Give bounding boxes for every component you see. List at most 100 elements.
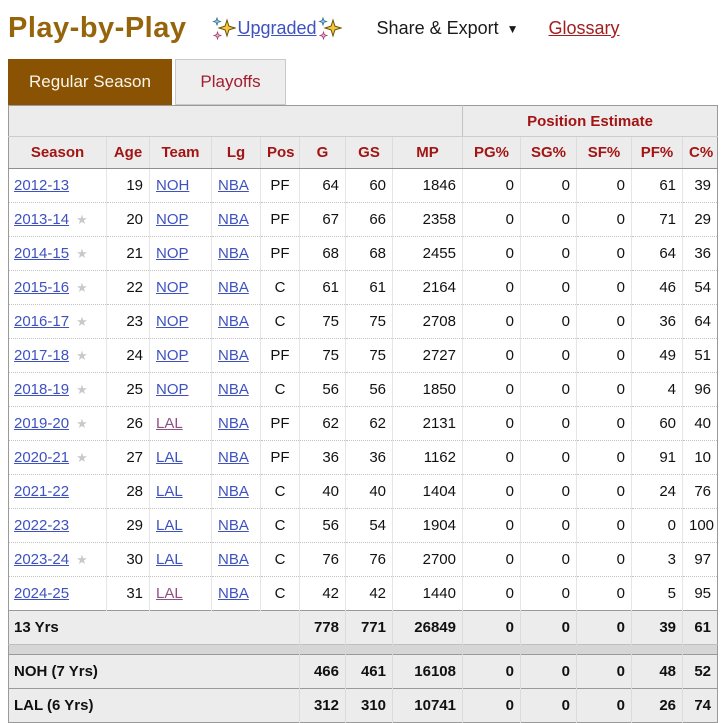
- team-total-sg-pct: 0: [520, 688, 577, 723]
- c-pct-cell: 10: [682, 440, 718, 475]
- col-header-season[interactable]: Season: [8, 136, 107, 169]
- col-header-pf-pct[interactable]: PF%: [631, 136, 683, 169]
- league-link[interactable]: NBA: [218, 211, 249, 228]
- season-cell: 2024-25: [8, 576, 107, 611]
- age-cell: 26: [106, 406, 150, 441]
- col-header-pg-pct[interactable]: PG%: [462, 136, 521, 169]
- season-link[interactable]: 2013-14: [14, 211, 70, 228]
- team-link[interactable]: LAL: [156, 551, 183, 568]
- col-header-gs[interactable]: GS: [345, 136, 393, 169]
- career-label: 13 Yrs: [8, 610, 300, 645]
- games-started-cell: 60: [345, 168, 393, 203]
- sg-pct-cell: 0: [520, 304, 577, 339]
- career-sf-pct: 0: [576, 610, 632, 645]
- season-link[interactable]: 2019-20: [14, 415, 70, 432]
- games-started-cell: 40: [345, 474, 393, 509]
- pos-cell: C: [260, 542, 300, 577]
- pf-pct-cell: 24: [631, 474, 683, 509]
- tab-regular-season[interactable]: Regular Season: [8, 59, 172, 105]
- league-link[interactable]: NBA: [218, 585, 249, 602]
- league-link[interactable]: NBA: [218, 177, 249, 194]
- league-link[interactable]: NBA: [218, 245, 249, 262]
- team-link[interactable]: NOP: [156, 313, 189, 330]
- league-link[interactable]: NBA: [218, 551, 249, 568]
- col-header-c-pct[interactable]: C%: [682, 136, 718, 169]
- col-header-lg[interactable]: Lg: [211, 136, 261, 169]
- league-link[interactable]: NBA: [218, 381, 249, 398]
- team-link[interactable]: LAL: [156, 585, 183, 602]
- season-link[interactable]: 2014-15: [14, 245, 70, 262]
- league-cell: NBA: [211, 270, 261, 305]
- c-pct-cell: 51: [682, 338, 718, 373]
- season-link[interactable]: 2016-17: [14, 313, 70, 330]
- team-cell: NOP: [149, 236, 212, 271]
- season-link[interactable]: 2012-13: [14, 177, 70, 194]
- league-link[interactable]: NBA: [218, 313, 249, 330]
- team-cell: LAL: [149, 440, 212, 475]
- minutes-cell: 1440: [392, 576, 463, 611]
- age-cell: 27: [106, 440, 150, 475]
- team-link[interactable]: LAL: [156, 415, 183, 432]
- team-cell: NOP: [149, 338, 212, 373]
- pos-cell: PF: [260, 338, 300, 373]
- games-started-cell: 75: [345, 304, 393, 339]
- career-pg-pct: 0: [462, 610, 521, 645]
- league-cell: NBA: [211, 338, 261, 373]
- season-link[interactable]: 2024-25: [14, 585, 70, 602]
- career-pf-pct: 39: [631, 610, 683, 645]
- col-header-sf-pct[interactable]: SF%: [576, 136, 632, 169]
- pos-cell: C: [260, 576, 300, 611]
- share-export-button[interactable]: Share & Export ▼: [377, 18, 519, 39]
- pg-pct-cell: 0: [462, 304, 521, 339]
- col-header-mp[interactable]: MP: [392, 136, 463, 169]
- upgraded-link[interactable]: Upgraded: [237, 18, 317, 38]
- team-link[interactable]: NOP: [156, 245, 189, 262]
- season-link[interactable]: 2018-19: [14, 381, 70, 398]
- career-c-pct: 61: [682, 610, 718, 645]
- team-link[interactable]: NOP: [156, 347, 189, 364]
- team-total-row-noh: NOH (7 Yrs) 466 461 16108 0 0 0 48 52: [8, 654, 718, 689]
- minutes-cell: 2708: [392, 304, 463, 339]
- age-cell: 19: [106, 168, 150, 203]
- season-link[interactable]: 2023-24: [14, 551, 70, 568]
- team-link[interactable]: NOP: [156, 211, 189, 228]
- team-total-pg-pct: 0: [462, 688, 521, 723]
- team-link[interactable]: NOH: [156, 177, 190, 194]
- league-link[interactable]: NBA: [218, 415, 249, 432]
- season-link[interactable]: 2021-22: [14, 483, 70, 500]
- col-header-g[interactable]: G: [299, 136, 346, 169]
- tab-playoffs[interactable]: Playoffs: [175, 59, 286, 105]
- league-link[interactable]: NBA: [218, 347, 249, 364]
- season-cell: 2013-14 ★: [8, 202, 107, 237]
- age-cell: 24: [106, 338, 150, 373]
- team-link[interactable]: NOP: [156, 381, 189, 398]
- minutes-cell: 2131: [392, 406, 463, 441]
- league-link[interactable]: NBA: [218, 449, 249, 466]
- col-header-team[interactable]: Team: [149, 136, 212, 169]
- season-link[interactable]: 2022-23: [14, 517, 70, 534]
- team-link[interactable]: LAL: [156, 483, 183, 500]
- team-link[interactable]: NOP: [156, 279, 189, 296]
- col-header-pos[interactable]: Pos: [260, 136, 300, 169]
- games-started-cell: 42: [345, 576, 393, 611]
- season-link[interactable]: 2015-16: [14, 279, 70, 296]
- team-link[interactable]: LAL: [156, 517, 183, 534]
- league-link[interactable]: NBA: [218, 517, 249, 534]
- league-link[interactable]: NBA: [218, 279, 249, 296]
- season-link[interactable]: 2017-18: [14, 347, 70, 364]
- season-cell: 2017-18 ★: [8, 338, 107, 373]
- team-cell: LAL: [149, 508, 212, 543]
- games-cell: 64: [299, 168, 346, 203]
- team-link[interactable]: LAL: [156, 449, 183, 466]
- pf-pct-cell: 4: [631, 372, 683, 407]
- col-header-age[interactable]: Age: [106, 136, 150, 169]
- team-total-pg-pct: 0: [462, 654, 521, 689]
- season-link[interactable]: 2020-21: [14, 449, 70, 466]
- pf-pct-cell: 60: [631, 406, 683, 441]
- table-row: 2023-24 ★ 30 LAL NBA C 76 76 2700 0 0 0 3 97: [8, 542, 718, 577]
- col-header-sg-pct[interactable]: SG%: [520, 136, 577, 169]
- table-row: 2016-17 ★ 23 NOP NBA C 75 75 2708 0 0 0 36 64: [8, 304, 718, 339]
- team-cell: NOP: [149, 202, 212, 237]
- league-link[interactable]: NBA: [218, 483, 249, 500]
- glossary-link[interactable]: Glossary: [548, 18, 620, 38]
